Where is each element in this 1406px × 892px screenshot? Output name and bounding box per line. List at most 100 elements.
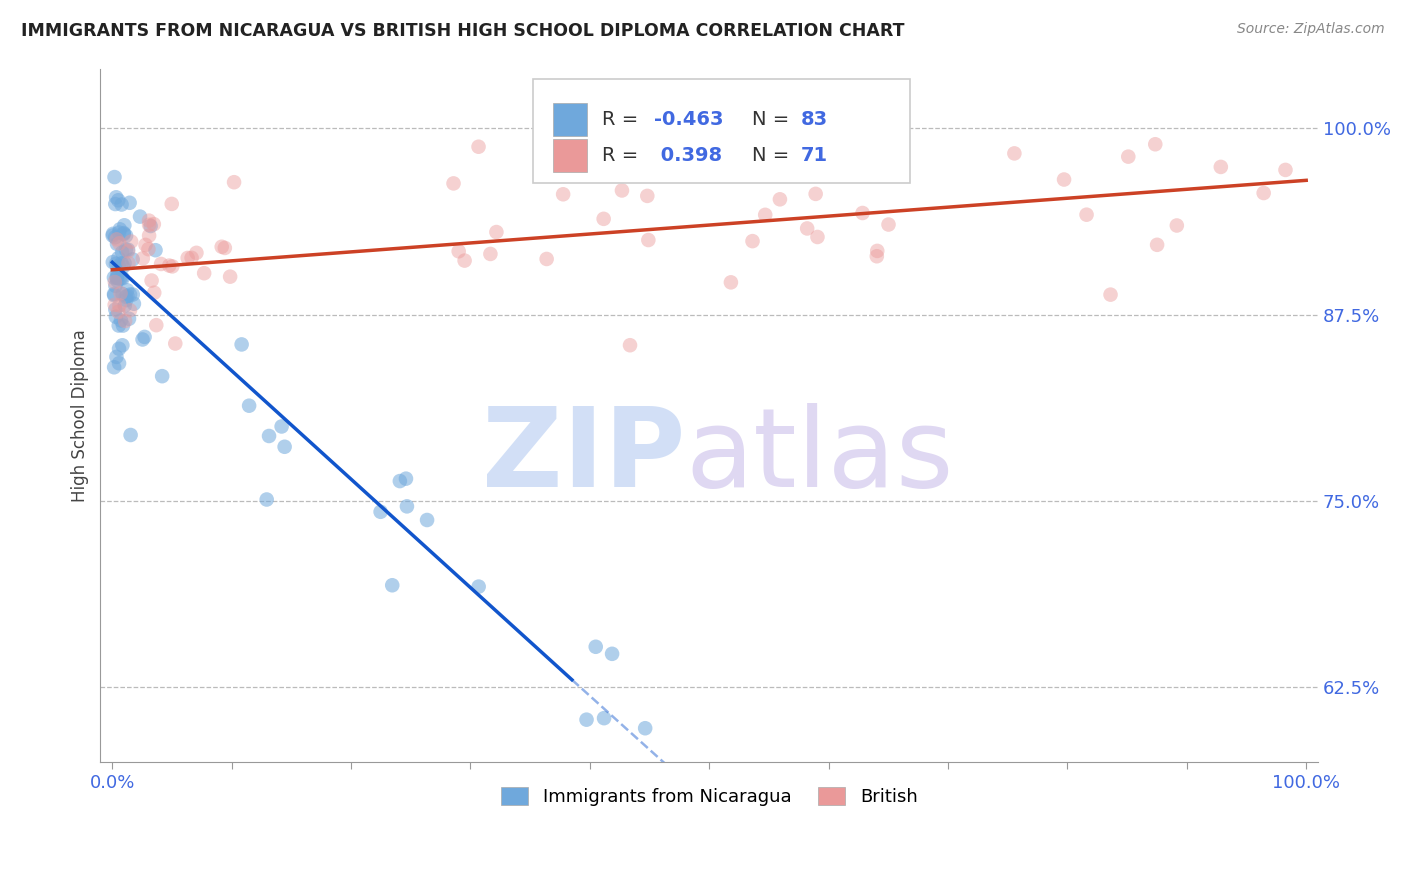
Point bbox=[1166, 219, 1188, 233]
Point bbox=[108, 342, 131, 356]
Point bbox=[395, 472, 418, 486]
Point bbox=[108, 222, 131, 236]
Point bbox=[634, 721, 657, 735]
Text: R =: R = bbox=[602, 110, 644, 128]
Point bbox=[214, 241, 236, 255]
Point bbox=[108, 259, 131, 273]
Point bbox=[806, 230, 828, 244]
Text: 71: 71 bbox=[800, 145, 828, 165]
Point bbox=[222, 175, 245, 189]
Point bbox=[107, 251, 129, 265]
Point bbox=[416, 513, 439, 527]
Point bbox=[138, 228, 160, 243]
Y-axis label: High School Diploma: High School Diploma bbox=[72, 329, 89, 501]
Text: atlas: atlas bbox=[685, 403, 953, 510]
Point bbox=[118, 303, 141, 318]
Point bbox=[110, 197, 132, 211]
Point bbox=[180, 251, 202, 265]
Point bbox=[142, 217, 165, 231]
Point bbox=[112, 227, 135, 241]
Point bbox=[256, 492, 278, 507]
Point bbox=[104, 310, 127, 324]
Point bbox=[105, 232, 128, 246]
Point bbox=[1053, 172, 1076, 186]
Point bbox=[536, 252, 558, 266]
Point bbox=[105, 350, 128, 364]
Point bbox=[120, 428, 142, 442]
Point bbox=[104, 257, 127, 271]
Point bbox=[105, 270, 128, 285]
Point bbox=[593, 711, 616, 725]
Point bbox=[769, 192, 792, 206]
Point bbox=[141, 273, 163, 287]
Point bbox=[1002, 146, 1025, 161]
Point bbox=[231, 337, 253, 351]
Point bbox=[103, 360, 125, 375]
Point bbox=[866, 244, 889, 258]
Point bbox=[592, 211, 614, 226]
Point bbox=[804, 186, 827, 201]
Point bbox=[121, 252, 143, 267]
Point bbox=[104, 278, 127, 293]
Text: -0.463: -0.463 bbox=[654, 110, 724, 128]
Point bbox=[103, 288, 125, 302]
Point bbox=[619, 338, 641, 352]
Text: 0.398: 0.398 bbox=[654, 145, 723, 165]
Point bbox=[138, 213, 160, 227]
Point bbox=[107, 266, 129, 280]
Point bbox=[145, 243, 167, 257]
Text: N =: N = bbox=[752, 110, 796, 128]
Point bbox=[101, 227, 124, 241]
Point bbox=[176, 251, 198, 265]
Point bbox=[273, 440, 295, 454]
Point bbox=[115, 283, 138, 297]
Point bbox=[107, 305, 129, 319]
Point bbox=[115, 228, 138, 243]
Point bbox=[132, 252, 155, 266]
Point bbox=[381, 578, 404, 592]
Point bbox=[139, 219, 162, 233]
Point bbox=[150, 257, 173, 271]
Point bbox=[107, 318, 129, 333]
Point bbox=[117, 289, 139, 303]
Point bbox=[105, 236, 128, 251]
Point bbox=[238, 399, 260, 413]
Point bbox=[111, 271, 134, 285]
Bar bbox=[554, 138, 588, 172]
Point bbox=[105, 274, 128, 288]
Point bbox=[121, 287, 143, 301]
Point bbox=[117, 243, 139, 257]
Point bbox=[186, 245, 208, 260]
Point bbox=[851, 206, 873, 220]
Point bbox=[104, 298, 127, 312]
Point bbox=[107, 194, 129, 208]
Legend: Immigrants from Nicaragua, British: Immigrants from Nicaragua, British bbox=[492, 778, 927, 815]
Point bbox=[108, 272, 131, 286]
Point bbox=[111, 245, 134, 260]
Point bbox=[877, 218, 900, 232]
Point bbox=[553, 187, 575, 202]
Point bbox=[112, 219, 135, 233]
Point bbox=[796, 221, 818, 235]
Point bbox=[103, 270, 125, 285]
Point bbox=[370, 505, 392, 519]
Point bbox=[118, 195, 141, 210]
Point bbox=[467, 140, 489, 154]
Point bbox=[101, 228, 124, 243]
Point bbox=[105, 270, 128, 285]
Point bbox=[117, 244, 139, 259]
Point bbox=[143, 285, 166, 300]
Point bbox=[108, 236, 131, 251]
Point bbox=[111, 270, 134, 285]
Point bbox=[866, 249, 889, 263]
Point bbox=[453, 253, 475, 268]
Point bbox=[108, 298, 131, 312]
Point bbox=[112, 226, 135, 240]
Point bbox=[741, 234, 763, 248]
Point bbox=[108, 356, 131, 370]
Point bbox=[150, 369, 173, 384]
Point bbox=[110, 313, 132, 327]
Point bbox=[104, 230, 127, 244]
Point bbox=[575, 713, 598, 727]
Point bbox=[270, 419, 292, 434]
